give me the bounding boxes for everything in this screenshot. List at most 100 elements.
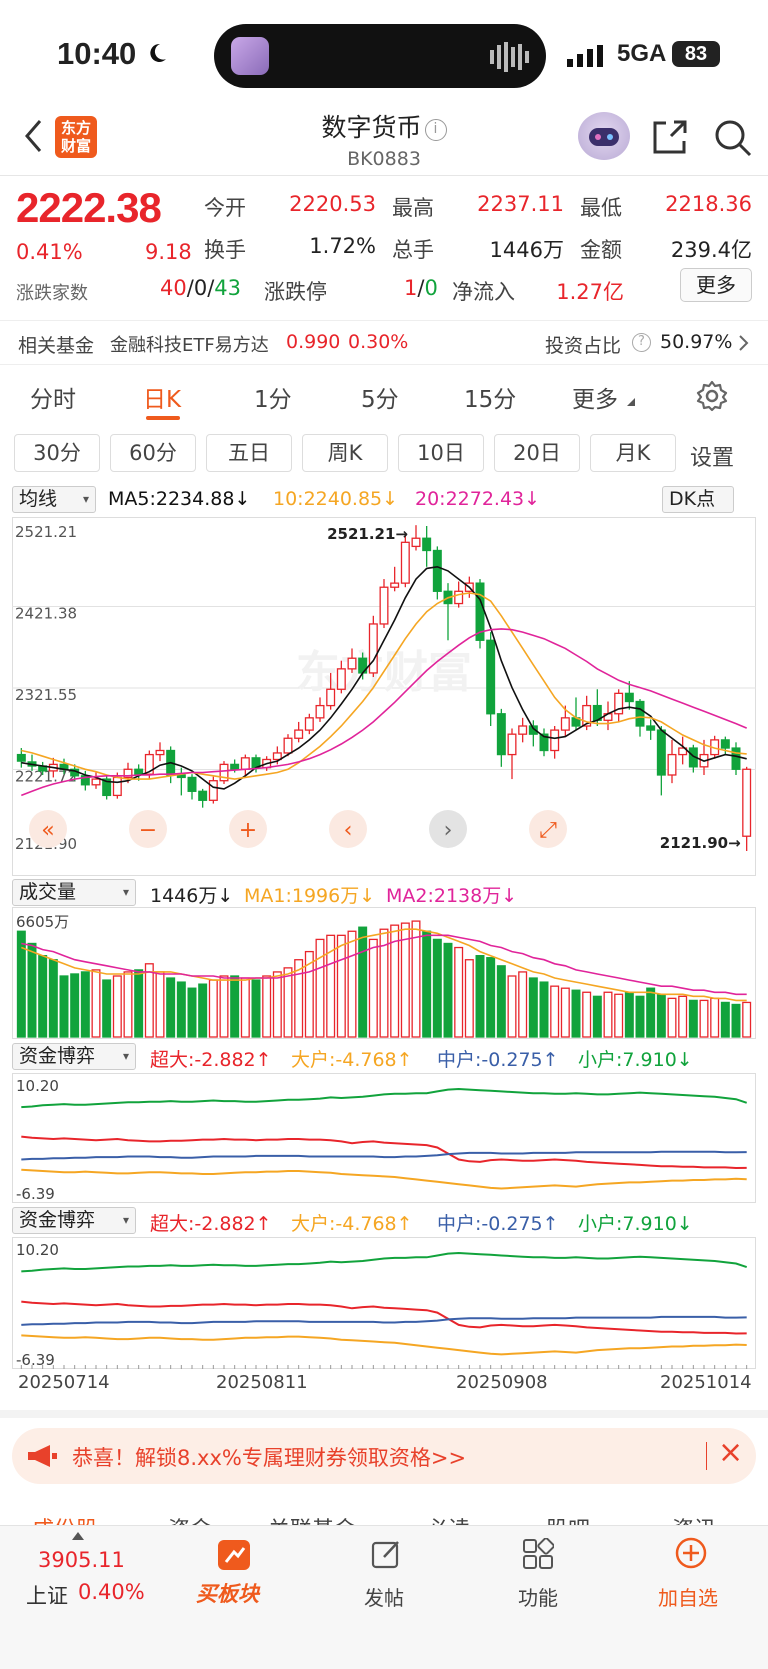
candle-up [304, 717, 314, 731]
volume-bar-down [571, 989, 581, 1038]
flow-super-text: 超大:-2.882 [150, 1049, 256, 1071]
volume-bar-down [624, 991, 634, 1038]
open-value: 2220.53 [289, 192, 376, 216]
function-label[interactable]: 功能 [518, 1586, 558, 1610]
indicator-select-label: 均线 [19, 488, 58, 510]
volume-select[interactable]: 成交量 ▾ [12, 879, 136, 906]
candle-up [390, 582, 400, 588]
period-5day[interactable]: 五日 [206, 434, 292, 472]
fast-back-button-glyph: « [41, 818, 54, 843]
tab-more[interactable]: 更多 [572, 387, 618, 413]
flow1-small-line [21, 1087, 748, 1109]
zoom-in-button[interactable]: + [229, 810, 267, 848]
close-icon[interactable]: × [718, 1435, 744, 1470]
add-watchlist-icon[interactable] [674, 1536, 708, 1570]
tab-15min[interactable]: 15分 [464, 387, 517, 413]
flow1-super-line [21, 1135, 747, 1170]
share-icon[interactable] [651, 118, 689, 156]
volume-bar-down [486, 957, 496, 1038]
kline-chart[interactable]: 2521.212421.382321.552221.722121.90东方财富2… [12, 517, 756, 876]
search-icon[interactable] [713, 118, 753, 158]
edit-post-icon[interactable] [370, 1538, 402, 1570]
promo-banner[interactable]: 恭喜！解锁8.xx%专属理财券领取资格>> × [12, 1428, 756, 1484]
volume-bar-up [550, 985, 560, 1038]
volume-bar-down [198, 983, 208, 1038]
period-weekly[interactable]: 周K [302, 434, 388, 472]
add-watchlist-label[interactable]: 加自选 [658, 1586, 718, 1610]
related-fund-bar[interactable]: 相关基金 金融科技ETF易方达 0.990 0.30% 投资占比 ? 50.97… [0, 320, 768, 365]
buy-sector-icon[interactable] [212, 1536, 256, 1576]
zoom-out-button[interactable]: − [129, 810, 167, 848]
tab-5min[interactable]: 5分 [361, 387, 399, 413]
volume-bar-down [646, 987, 656, 1038]
subtab-must-read[interactable]: 必读 [426, 1512, 470, 1526]
period-20day[interactable]: 20日 [494, 434, 580, 472]
volume-bar-down [358, 926, 368, 1038]
indicator-select[interactable]: 均线 ▾ [12, 486, 96, 513]
fast-back-button[interactable]: « [29, 810, 67, 848]
promo-text: 恭喜！解锁8.xx%专属理财券领取资格>> [72, 1446, 467, 1470]
back-arrow-icon[interactable] [22, 118, 46, 154]
tab-intraday[interactable]: 分时 [30, 387, 76, 413]
subtab-news[interactable]: 资讯 [672, 1512, 716, 1526]
more-button[interactable]: 更多 [680, 268, 752, 302]
fund-price: 0.990 [286, 331, 341, 353]
next-button[interactable]: › [429, 810, 467, 848]
index-name[interactable]: 上证 [26, 1584, 68, 1608]
dynamic-island[interactable] [214, 24, 546, 88]
prev-button-glyph: ‹ [344, 818, 353, 843]
subtab-related-funds[interactable]: 关联基金 [268, 1512, 356, 1526]
info-icon[interactable]: i [424, 119, 447, 141]
clock: 10:40 [57, 36, 137, 71]
prev-button[interactable]: ‹ [329, 810, 367, 848]
candle-up [315, 704, 325, 719]
volume-bar-down [80, 971, 90, 1038]
gear-icon[interactable] [696, 380, 728, 412]
fund-flow-chart-2[interactable]: 10.20 -6.39 [12, 1237, 756, 1369]
settings-link[interactable]: 设置 [690, 446, 735, 471]
volume-bar-down [731, 1003, 741, 1038]
fund-flow-chart-1[interactable]: 10.20 -6.39 [12, 1073, 756, 1203]
period-30min[interactable]: 30分 [14, 434, 100, 472]
candle-up [411, 537, 421, 548]
subtab-constituents[interactable]: 成份股 [32, 1512, 98, 1526]
help-icon[interactable]: ? [632, 333, 651, 352]
period-10day[interactable]: 10日 [398, 434, 484, 472]
open-label: 今开 [204, 196, 246, 220]
volume-chart[interactable]: 6605万 [12, 907, 756, 1039]
flow2-min-label: -6.39 [16, 1351, 55, 1369]
period-60min[interactable]: 60分 [110, 434, 196, 472]
assistant-robot-icon[interactable] [578, 112, 630, 160]
candle-up [347, 657, 357, 670]
index-pct[interactable]: 0.40% [78, 1580, 145, 1604]
tab-1min[interactable]: 1分 [254, 387, 292, 413]
candle-down [432, 549, 442, 592]
next-button-glyph: › [444, 818, 453, 843]
volume-bar-up [262, 975, 272, 1038]
post-label[interactable]: 发帖 [364, 1586, 404, 1610]
flow1-min-label: -6.39 [16, 1185, 55, 1203]
period-monthly[interactable]: 月K [590, 434, 676, 472]
volume-bar-down [134, 969, 144, 1038]
flow2-max-label: 10.20 [16, 1241, 59, 1259]
subtab-forum[interactable]: 股吧 [546, 1512, 590, 1526]
flow-select-2[interactable]: 资金博弈 ▾ [12, 1207, 136, 1234]
tab-daily-k[interactable]: 日K [143, 387, 182, 413]
volume-bar-up [283, 967, 293, 1038]
buy-sector-label[interactable]: 买板块 [196, 1582, 259, 1606]
subtab-funds[interactable]: 资金 [168, 1512, 212, 1526]
fullscreen-button[interactable]: ⤢ [529, 810, 567, 848]
flow-select-1[interactable]: 资金博弈 ▾ [12, 1043, 136, 1070]
turnover-value: 1.72% [309, 234, 376, 258]
volume-bar-up [347, 930, 357, 1038]
index-value[interactable]: 3905.11 [38, 1548, 125, 1572]
moon-icon [150, 43, 166, 62]
date-tick-4: 20251014 [660, 1372, 752, 1393]
function-grid-icon[interactable] [522, 1538, 554, 1570]
volume-bar-down [475, 955, 485, 1038]
volume-bar-down [496, 965, 506, 1038]
high-marker: 2521.21→ [327, 525, 408, 543]
volume-bar-up [400, 922, 410, 1038]
volume-bar-up [614, 993, 624, 1038]
dk-point-toggle[interactable]: DK点 [662, 486, 734, 513]
